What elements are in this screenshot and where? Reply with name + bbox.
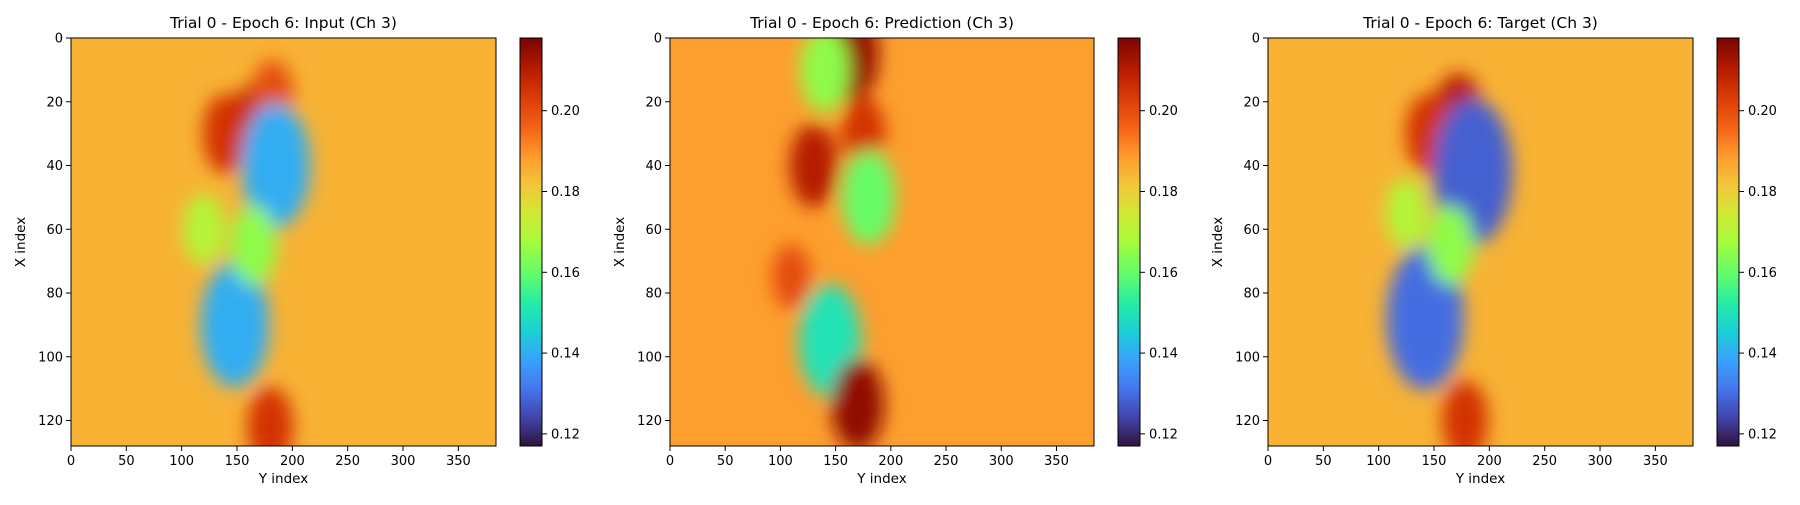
y-axis-label: X index xyxy=(612,217,628,267)
x-tick-label: 200 xyxy=(1477,454,1502,469)
x-tick-label: 350 xyxy=(1643,454,1668,469)
heatmap-panel-0: 0 50 100 150 200 250 300 350 0 20 40 60 80 100 120 Tria… xyxy=(13,14,580,487)
y-tick-label: 120 xyxy=(1235,414,1260,429)
x-axis-label: Y index xyxy=(1455,471,1505,487)
y-tick-label: 80 xyxy=(645,287,662,302)
x-tick-label: 0 xyxy=(67,454,75,469)
heatmap-background xyxy=(670,38,1094,446)
y-tick-label: 60 xyxy=(1243,223,1260,238)
colorbar-tick-label: 0.18 xyxy=(1149,185,1178,200)
y-tick-label: 0 xyxy=(654,32,662,47)
heatmap-feature-1 xyxy=(789,123,838,208)
x-tick-label: 350 xyxy=(1044,454,1069,469)
colorbar-tick-label: 0.18 xyxy=(1748,185,1777,200)
colorbar-tick-label: 0.12 xyxy=(1748,427,1777,442)
heatmap-feature-4 xyxy=(1427,205,1474,286)
x-tick-label: 300 xyxy=(989,454,1014,469)
colorbar-tick-label: 0.16 xyxy=(551,266,580,281)
x-tick-label: 250 xyxy=(934,454,959,469)
x-tick-label: 200 xyxy=(878,454,903,469)
y-tick-label: 100 xyxy=(38,350,63,365)
y-tick-label: 120 xyxy=(637,414,662,429)
heatmap-feature-4 xyxy=(200,262,270,388)
y-tick-label: 20 xyxy=(1243,95,1260,110)
heatmap-panel-2: 0 50 100 150 200 250 300 350 0 20 40 60 80 100 120 Tria… xyxy=(1210,14,1777,487)
y-tick-label: 0 xyxy=(55,32,63,47)
y-tick-label: 0 xyxy=(1252,32,1260,47)
y-tick-label: 20 xyxy=(645,95,662,110)
x-axis-label: Y index xyxy=(258,471,308,487)
y-tick-label: 100 xyxy=(637,350,662,365)
x-tick-label: 150 xyxy=(823,454,848,469)
x-tick-label: 100 xyxy=(169,454,194,469)
y-tick-label: 40 xyxy=(645,159,662,174)
colorbar xyxy=(1716,37,1740,447)
plot-frame xyxy=(1267,37,1694,447)
x-tick-label: 250 xyxy=(1532,454,1557,469)
heatmap-feature-5 xyxy=(831,358,884,446)
x-tick-label: 50 xyxy=(717,454,734,469)
x-axis-label: Y index xyxy=(856,471,906,487)
chart-title: Trial 0 - Epoch 6: Target (Ch 3) xyxy=(1362,14,1598,32)
y-tick-label: 60 xyxy=(645,223,662,238)
x-tick-label: 200 xyxy=(280,454,305,469)
x-tick-label: 300 xyxy=(391,454,416,469)
heatmap-feature-1 xyxy=(202,93,249,174)
x-tick-label: 100 xyxy=(768,454,793,469)
colorbar-tick-label: 0.20 xyxy=(1748,104,1777,119)
colorbar-tick-label: 0.12 xyxy=(1149,427,1178,442)
heatmap-feature-6 xyxy=(247,386,294,446)
colorbar-tick-label: 0.20 xyxy=(1149,104,1178,119)
y-tick-label: 120 xyxy=(38,414,63,429)
colorbar-tick-label: 0.16 xyxy=(1748,266,1777,281)
colorbar-tick-label: 0.14 xyxy=(1149,347,1178,362)
x-tick-label: 150 xyxy=(225,454,250,469)
x-tick-label: 150 xyxy=(1422,454,1447,469)
colorbar-tick-label: 0.20 xyxy=(551,104,580,119)
heatmap-panel-1: 0 50 100 150 200 250 300 350 0 20 40 60 80 100 120 Tria… xyxy=(612,14,1178,487)
colorbar-tick-label: 0.12 xyxy=(551,427,580,442)
heatmap-feature-5 xyxy=(230,205,277,286)
x-tick-label: 0 xyxy=(666,454,674,469)
heatmap-feature-6 xyxy=(1385,177,1428,249)
y-tick-label: 60 xyxy=(46,223,63,238)
colorbar-tick-label: 0.14 xyxy=(551,347,580,362)
y-tick-label: 40 xyxy=(1243,159,1260,174)
x-tick-label: 100 xyxy=(1366,454,1391,469)
x-tick-label: 0 xyxy=(1264,454,1272,469)
x-tick-label: 350 xyxy=(446,454,471,469)
colorbar-tick-label: 0.14 xyxy=(1748,347,1777,362)
colorbar xyxy=(1117,37,1141,447)
plot-frame xyxy=(669,37,1095,447)
heatmap-feature-7 xyxy=(800,38,849,113)
heatmap-feature-7 xyxy=(183,193,225,265)
colorbar-tick-label: 0.18 xyxy=(551,185,580,200)
heatmap-feature-5 xyxy=(1442,380,1488,446)
x-tick-label: 300 xyxy=(1588,454,1613,469)
chart-title: Trial 0 - Epoch 6: Prediction (Ch 3) xyxy=(749,14,1014,32)
heatmap-feature-3 xyxy=(842,150,896,245)
chart-title: Trial 0 - Epoch 6: Input (Ch 3) xyxy=(169,14,397,32)
heatmap-feature-6 xyxy=(772,244,811,310)
y-axis-label: X index xyxy=(1210,217,1226,267)
y-tick-label: 40 xyxy=(46,159,63,174)
colorbar-tick-label: 0.16 xyxy=(1149,266,1178,281)
y-tick-label: 20 xyxy=(46,95,63,110)
x-tick-label: 250 xyxy=(335,454,360,469)
y-tick-label: 80 xyxy=(46,287,63,302)
plot-frame xyxy=(70,37,497,447)
y-axis-label: X index xyxy=(13,217,29,267)
colorbar xyxy=(519,37,543,447)
x-tick-label: 50 xyxy=(1315,454,1332,469)
y-tick-label: 80 xyxy=(1243,287,1260,302)
x-tick-label: 50 xyxy=(118,454,135,469)
heatmap-feature-3 xyxy=(241,103,311,228)
y-tick-label: 100 xyxy=(1235,350,1260,365)
